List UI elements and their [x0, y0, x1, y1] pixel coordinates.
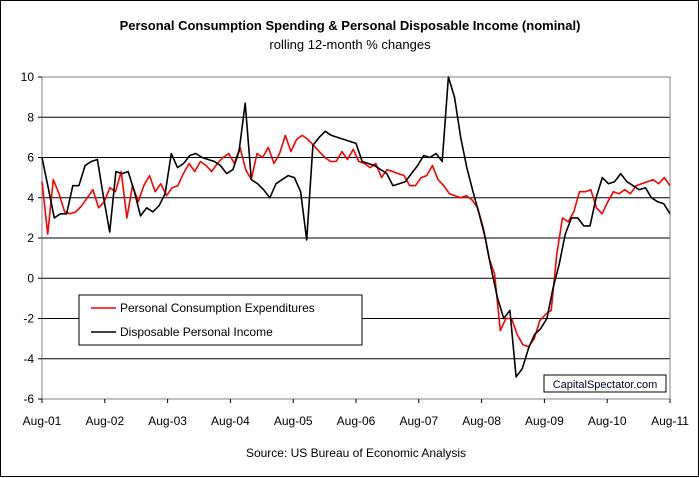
x-tick-label: Aug-06: [337, 414, 376, 428]
x-tick-label: Aug-09: [525, 414, 564, 428]
series-line-pce: [41, 134, 671, 348]
y-tick-label: 2: [27, 231, 34, 245]
watermark-box: [543, 374, 667, 393]
legend-label-pce: Personal Consumption Expenditures: [120, 301, 315, 315]
y-tick-label: 4: [27, 191, 34, 205]
source-note: Source: US Bureau of Economic Analysis: [246, 446, 466, 460]
chart-title: Personal Consumption Spending & Personal…: [120, 18, 581, 33]
x-tick-label: Aug-11: [651, 414, 689, 428]
x-tick-label: Aug-01: [23, 414, 62, 428]
x-tick-label: Aug-05: [274, 414, 313, 428]
y-tick-label: -6: [23, 392, 34, 406]
x-tick-label: Aug-08: [462, 414, 501, 428]
y-axis: 10 8 6 4 2 0 -2 -4 -6: [21, 70, 42, 406]
chart-subtitle: rolling 12-month % changes: [269, 37, 431, 52]
x-axis: Aug-01 Aug-02 Aug-03 Aug-04 Aug-05 Aug-06 Aug-…: [23, 399, 689, 428]
x-tick-label: Aug-03: [148, 414, 187, 428]
legend-label-dpi: Disposable Personal Income: [120, 325, 273, 339]
x-tick-label: Aug-07: [399, 414, 438, 428]
x-tick-label: Aug-02: [85, 414, 124, 428]
y-tick-label: 0: [27, 271, 34, 285]
y-tick-label: 6: [27, 151, 34, 165]
x-tick-label: Aug-10: [588, 414, 627, 428]
series-line-dpi: [41, 76, 671, 378]
legend: Personal Consumption Expenditures Dispos…: [78, 294, 363, 346]
y-tick-label: -4: [23, 352, 34, 366]
y-tick-label: 8: [27, 110, 34, 124]
x-tick-label: Aug-04: [211, 414, 250, 428]
series-layer: [41, 76, 671, 378]
legend-box: [78, 294, 363, 346]
y-tick-label: 10: [21, 70, 35, 84]
y-tick-label: -2: [23, 312, 34, 326]
watermark-label: CapitalSpectator.com: [553, 379, 658, 391]
